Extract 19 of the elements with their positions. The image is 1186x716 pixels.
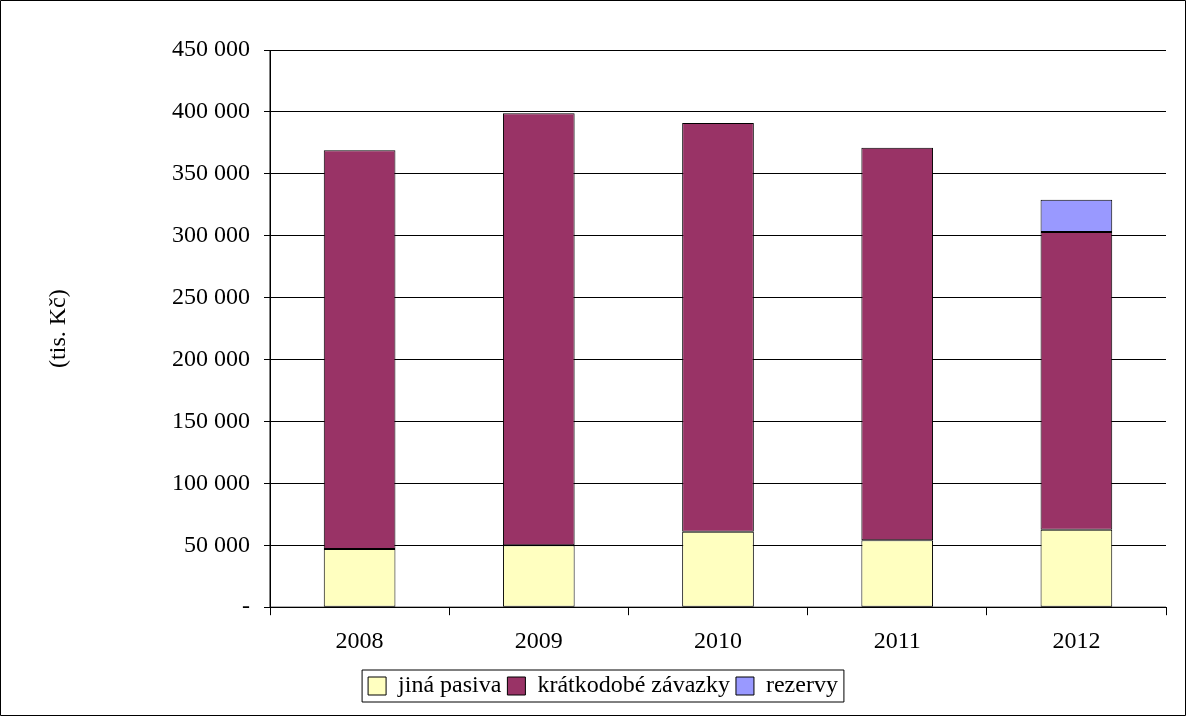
- y-tick-label: 450 000: [172, 35, 250, 62]
- x-tick-label: 2012: [1052, 626, 1101, 653]
- y-tick-label: -: [242, 592, 250, 619]
- legend-label: rezervy: [765, 671, 838, 698]
- y-axis-title: (tis. Kč): [43, 289, 70, 368]
- y-tick-label: 200 000: [172, 344, 250, 371]
- x-tick-label: 2011: [873, 626, 921, 653]
- y-tick-label: 350 000: [172, 159, 250, 186]
- y-tick-label: 100 000: [172, 468, 250, 495]
- x-tick-label: 2010: [694, 626, 742, 653]
- y-tick-label: 250 000: [172, 282, 250, 309]
- x-tick-label: 2009: [514, 626, 563, 653]
- legend-label: jiná pasiva: [397, 671, 502, 698]
- y-tick-label: 300 000: [172, 221, 250, 248]
- legend-label: krátkodobé závazky: [537, 671, 730, 698]
- y-tick-label: 400 000: [172, 97, 250, 124]
- x-tick-label: 2008: [335, 626, 384, 653]
- y-tick-label: 50 000: [184, 530, 250, 557]
- y-tick-label: 150 000: [172, 406, 250, 433]
